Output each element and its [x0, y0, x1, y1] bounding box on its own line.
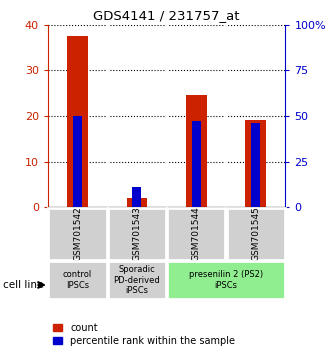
Bar — [167, 208, 225, 260]
Bar — [49, 208, 107, 260]
Bar — [246, 120, 266, 207]
Text: GSM701542: GSM701542 — [73, 207, 82, 261]
Text: cell line: cell line — [3, 280, 44, 290]
Text: GSM701543: GSM701543 — [132, 206, 142, 262]
Bar — [186, 96, 207, 207]
Bar — [67, 36, 88, 207]
Text: presenilin 2 (PS2)
iPSCs: presenilin 2 (PS2) iPSCs — [189, 270, 263, 290]
Bar — [73, 116, 82, 207]
Bar — [49, 261, 107, 299]
Bar — [108, 261, 166, 299]
Text: Sporadic
PD-derived
iPSCs: Sporadic PD-derived iPSCs — [114, 265, 160, 295]
Text: GSM701544: GSM701544 — [192, 207, 201, 261]
Text: control
IPSCs: control IPSCs — [63, 270, 92, 290]
Bar — [227, 208, 285, 260]
Bar — [192, 121, 201, 207]
Title: GDS4141 / 231757_at: GDS4141 / 231757_at — [93, 9, 240, 22]
Bar — [167, 261, 285, 299]
Text: GSM701545: GSM701545 — [251, 206, 260, 262]
Bar — [133, 187, 141, 207]
Bar — [251, 123, 260, 207]
Bar — [108, 208, 166, 260]
Legend: count, percentile rank within the sample: count, percentile rank within the sample — [53, 323, 235, 346]
Bar — [126, 198, 147, 207]
